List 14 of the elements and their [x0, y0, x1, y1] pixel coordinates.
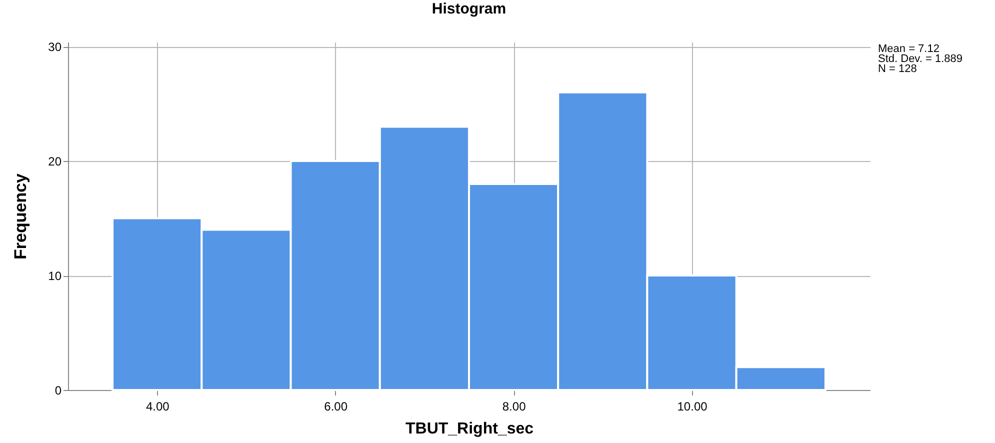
y-tick-label: 0	[54, 384, 62, 398]
x-tick-label: 4.00	[146, 400, 170, 414]
x-axis-title: TBUT_Right_sec	[405, 420, 534, 438]
text: N = 128	[878, 63, 918, 75]
y-tick-label: 10	[48, 269, 62, 284]
y-axis-title: Frequency	[11, 172, 30, 260]
x-tick-label: 6.00	[324, 400, 348, 414]
x-tick-label: 10.00	[677, 400, 708, 414]
text: Mean = 7.12	[878, 43, 940, 55]
y-tick-label: 20	[48, 154, 62, 169]
x-tick-label: 8.00	[502, 400, 526, 414]
text: Std. Dev. = 1.889	[878, 53, 962, 65]
y-tick-label: 30	[48, 40, 62, 54]
chart-title: Histogram	[432, 0, 506, 18]
